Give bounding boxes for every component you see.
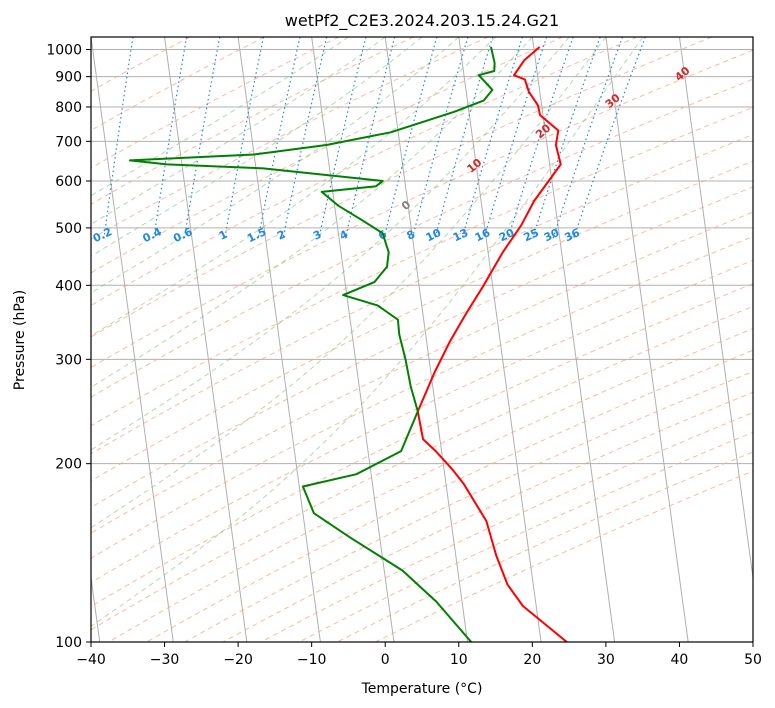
y-tick-label: 600 (55, 174, 82, 190)
dry-adiabat-line (91, 37, 712, 338)
dry-adiabat-line (91, 305, 753, 631)
x-tick-label: 40 (671, 652, 689, 668)
isotherm-line (164, 37, 248, 642)
dewpoint-profile (128, 46, 496, 642)
dry-adiabat-line (91, 134, 753, 455)
axes: −40 −30 −20 −10 0 10 20 30 40 50 1000 900 800 700 600 5… (46, 43, 762, 668)
mixing-ratio-line (573, 37, 646, 239)
mixing-ratio-label: 30 (542, 226, 562, 244)
mixing-ratio-line (257, 37, 301, 239)
mixing-ratio-label: 16 (473, 226, 493, 244)
isotherm-line (458, 37, 542, 642)
y-axis-label: Pressure (hPa) (12, 290, 28, 390)
moist-adiabat-line (91, 37, 533, 388)
dry-adiabat-line (91, 37, 489, 240)
isotherm-line (384, 37, 469, 642)
dry-adiabat-line (91, 49, 753, 369)
x-tick-label: 20 (523, 652, 541, 668)
dry-adiabat-line (91, 211, 753, 534)
mixing-ratio-label: 13 (451, 226, 470, 244)
moist-adiabat-line (91, 37, 423, 257)
x-tick-label: −30 (150, 652, 180, 668)
y-tick-label: 900 (55, 70, 82, 86)
isotherm-line (237, 37, 321, 642)
x-tick-label: 30 (597, 652, 615, 668)
dry-adiabat-line (91, 259, 753, 584)
y-tick-label: 300 (55, 352, 82, 368)
mixing-ratio-line (532, 37, 601, 239)
dry-adiabat-line (91, 37, 638, 306)
y-tick-label: 200 (55, 457, 82, 473)
mixing-ratio-line (507, 37, 574, 239)
profiles (128, 46, 568, 642)
isotherm-line (605, 37, 689, 642)
moist-adiabat-line (91, 37, 386, 225)
moist-adiabat-line (91, 37, 644, 627)
y-tick-label: 500 (55, 221, 82, 237)
x-tick-label: −10 (297, 652, 327, 668)
mixing-ratio-label: 10 (424, 226, 444, 244)
mixing-ratio-line (282, 37, 328, 239)
x-tick-label: 50 (744, 652, 762, 668)
isotherm-line (91, 37, 174, 642)
isotherm-line (531, 37, 616, 642)
mixing-ratio-line (224, 37, 265, 239)
dry-adiabat-line (91, 37, 265, 131)
x-tick-label: −40 (76, 652, 106, 668)
chart-title: wetPf2_C2E3.2024.203.15.24.G21 (285, 11, 559, 31)
x-axis-label: Temperature (°C) (361, 681, 483, 697)
moist-adiabat-line (91, 37, 607, 529)
moist-adiabat-line (91, 37, 460, 294)
dry-adiabat-line (91, 160, 753, 482)
dry-adiabat-line (108, 327, 753, 642)
dry-adiabat-line (91, 37, 340, 169)
moist-adiabat-line (91, 37, 570, 451)
y-tick-label: 700 (55, 134, 82, 150)
dry-adiabat-line (91, 106, 753, 427)
mixing-ratio-line (461, 37, 524, 239)
y-tick-label: 400 (55, 278, 82, 294)
y-tick-label: 100 (55, 635, 82, 651)
isotherm-line (678, 37, 753, 582)
mixing-ratio-line (483, 37, 548, 239)
moist-adiabat-line (91, 37, 349, 197)
mixing-ratio-label: 25 (522, 226, 541, 244)
temperature-profile (416, 46, 568, 642)
x-tick-label: 0 (381, 652, 390, 668)
background-lines (91, 37, 753, 642)
dry-adiabat-line (91, 37, 563, 274)
x-tick-label: −20 (223, 652, 253, 668)
mixing-ratio-label: 36 (563, 226, 583, 244)
y-tick-label: 800 (55, 100, 82, 116)
mixing-ratio-line (103, 37, 134, 239)
dry-adiabat-line (184, 370, 753, 642)
mixing-ratio-line (552, 37, 624, 239)
plot-frame (90, 36, 754, 643)
x-tick-label: 10 (450, 652, 468, 668)
y-tick-label: 1000 (46, 43, 82, 59)
